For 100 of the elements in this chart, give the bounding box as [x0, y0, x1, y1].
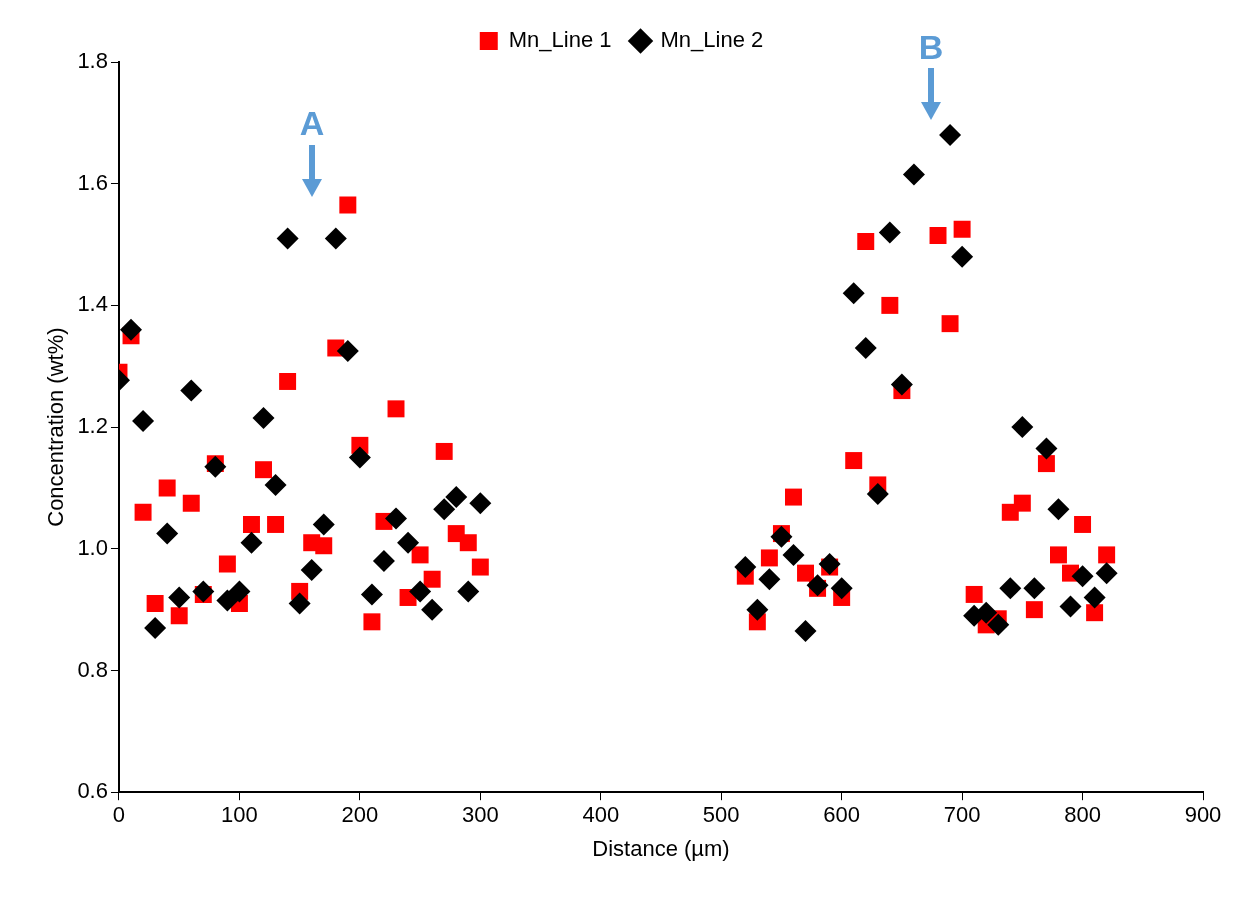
point: [156, 522, 179, 545]
point: [288, 592, 311, 615]
point: [409, 580, 432, 603]
x-tick-label: 800: [1064, 802, 1101, 828]
point: [760, 549, 778, 567]
point: [785, 488, 802, 506]
x-tick-label: 500: [702, 802, 740, 828]
point: [929, 226, 947, 244]
point: [300, 559, 323, 582]
point: [255, 461, 272, 479]
point: [372, 549, 395, 572]
point: [348, 446, 371, 469]
x-tick-label: 600: [823, 802, 861, 828]
point: [312, 513, 335, 536]
point: [878, 221, 901, 244]
point: [1047, 498, 1070, 521]
point: [1023, 577, 1046, 600]
point: [168, 586, 191, 609]
point: [339, 196, 357, 214]
point: [216, 589, 239, 612]
point: [146, 595, 164, 613]
point: [951, 245, 974, 268]
point: [204, 455, 227, 478]
legend-label: Mn_Line 1: [508, 27, 612, 53]
point: [267, 515, 285, 533]
point: [734, 556, 757, 579]
point: [264, 473, 287, 496]
point: [144, 616, 167, 639]
point: [881, 296, 899, 314]
point: [445, 486, 468, 509]
point: [242, 515, 260, 533]
point: [363, 613, 381, 631]
point: [987, 613, 1010, 636]
point: [770, 525, 793, 548]
point: [469, 492, 492, 515]
point: [854, 337, 877, 359]
point: [818, 553, 841, 576]
point: [397, 531, 420, 554]
x-tick-label: 0: [112, 802, 126, 828]
point: [890, 373, 913, 396]
point: [435, 442, 453, 460]
point: [324, 227, 347, 250]
point: [315, 537, 333, 555]
point: [953, 220, 971, 238]
point: [433, 498, 456, 521]
point: [1059, 595, 1082, 618]
point: [1011, 416, 1034, 439]
point: [1086, 604, 1104, 622]
y-axis-title: Concentration (wt%): [43, 327, 69, 527]
point: [134, 503, 152, 521]
point: [180, 379, 203, 402]
point: [1035, 437, 1058, 460]
legend-label: Mn_Line 2: [660, 27, 764, 53]
point: [941, 315, 959, 333]
point: [1095, 562, 1118, 585]
point: [1083, 586, 1106, 609]
annotation: A: [299, 104, 325, 143]
point: [170, 607, 188, 625]
point: [999, 577, 1022, 600]
point: [279, 372, 297, 390]
point: [387, 400, 405, 418]
point: [411, 546, 429, 564]
point: [806, 574, 829, 597]
point: [218, 555, 236, 573]
y-tick-label: 0.8: [77, 656, 108, 682]
point: [336, 340, 359, 363]
x-tick-label: 700: [943, 802, 981, 828]
x-tick-label: 900: [1184, 802, 1222, 828]
y-tick-label: 1.4: [77, 291, 108, 317]
point: [965, 585, 983, 603]
x-tick-label: 300: [461, 802, 499, 828]
y-tick-label: 1.2: [77, 413, 108, 439]
point: [830, 577, 853, 600]
point: [797, 564, 815, 582]
point: [782, 543, 805, 566]
point: [975, 601, 998, 624]
point: [902, 163, 925, 186]
x-tick-label: 100: [221, 802, 258, 828]
point: [1098, 546, 1116, 564]
annotation: B: [918, 27, 944, 66]
point: [182, 494, 200, 512]
point: [457, 580, 480, 603]
point: [158, 479, 176, 497]
point: [842, 282, 865, 305]
point: [857, 233, 875, 250]
point: [1013, 494, 1031, 512]
point: [276, 227, 299, 250]
point: [421, 598, 444, 621]
y-tick-label: 1.0: [77, 534, 108, 560]
y-tick-label: 0.6: [77, 778, 108, 804]
point: [1071, 565, 1094, 588]
y-tick-label: 1.8: [77, 48, 108, 74]
y-tick-label: 1.6: [77, 169, 108, 195]
point: [845, 452, 863, 470]
point: [192, 580, 215, 603]
x-tick-label: 400: [582, 802, 620, 828]
point: [240, 531, 263, 554]
point: [1049, 546, 1067, 564]
point: [228, 580, 251, 603]
point: [252, 406, 275, 429]
